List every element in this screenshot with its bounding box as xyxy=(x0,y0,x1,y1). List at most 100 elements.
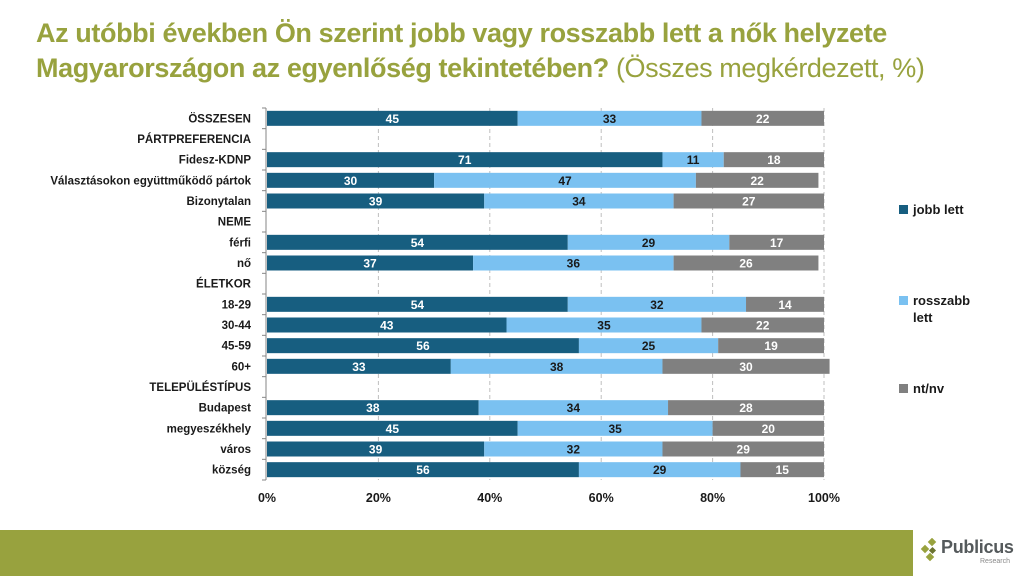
bar-segment-rosszabblett xyxy=(578,338,719,354)
data-label: 38 xyxy=(550,360,564,374)
bar-segment-ntnv xyxy=(701,110,824,126)
data-label: 28 xyxy=(739,401,753,415)
bar-segment-jobblett xyxy=(267,441,485,457)
category-label: község xyxy=(212,465,251,477)
bar-segment-jobblett xyxy=(267,234,568,250)
category-label: megyeszékhely xyxy=(167,423,252,435)
data-label: 11 xyxy=(687,153,700,167)
legend-item-jobb: jobb lett xyxy=(899,201,973,218)
category-label: ÖSSZESEN xyxy=(188,112,251,125)
bar-segment-rosszabblett xyxy=(506,317,702,333)
bar-segment-jobblett xyxy=(267,358,451,374)
data-label: 17 xyxy=(770,236,784,250)
bar-segment-ntnv xyxy=(718,338,824,354)
bar-segment-ntnv xyxy=(668,400,824,416)
category-label: 30-44 xyxy=(222,320,252,332)
data-label: 32 xyxy=(650,298,664,312)
category-label: NEME xyxy=(218,217,252,229)
x-tick-label: 0% xyxy=(258,491,276,505)
footer-band xyxy=(0,530,913,576)
y-axis xyxy=(262,107,267,481)
data-label: 30 xyxy=(344,174,358,188)
bar-segment-ntnv xyxy=(712,420,824,436)
data-label: 33 xyxy=(603,112,617,126)
bar-segment-rosszabblett xyxy=(517,420,713,436)
bar-segment-rosszabblett xyxy=(473,255,674,271)
bar-segment-jobblett xyxy=(267,172,435,188)
x-tick-label: 60% xyxy=(589,491,614,505)
bar-segment-jobblett xyxy=(267,110,518,126)
bar-segment-jobblett xyxy=(267,296,568,312)
x-tick-label: 100% xyxy=(808,491,840,505)
legend-label: nt/nv xyxy=(913,381,945,396)
data-label: 15 xyxy=(776,463,790,477)
bar-segment-ntnv xyxy=(723,152,824,168)
bar-segment-ntnv xyxy=(740,462,824,478)
data-label: 14 xyxy=(778,298,792,312)
bar-segment-jobblett xyxy=(267,338,579,354)
data-label: 22 xyxy=(750,174,764,188)
data-label: 56 xyxy=(416,339,430,353)
data-label: 22 xyxy=(756,319,770,333)
bar-segment-rosszabblett xyxy=(517,110,702,126)
data-label: 36 xyxy=(567,257,581,271)
bar-segment-jobblett xyxy=(267,400,479,416)
bar-segment-rosszabblett xyxy=(567,234,730,250)
bar-segment-ntnv xyxy=(673,193,824,209)
data-label: 29 xyxy=(642,236,656,250)
x-tick-label: 20% xyxy=(366,491,391,505)
bar-segment-ntnv xyxy=(662,358,830,374)
category-label: 60+ xyxy=(231,361,251,373)
x-tick-label: 80% xyxy=(700,491,725,505)
data-label: 29 xyxy=(737,443,751,457)
data-label: 54 xyxy=(411,236,425,250)
category-label: ÉLETKOR xyxy=(196,278,252,291)
category-label: nő xyxy=(237,258,251,270)
bar-segment-jobblett xyxy=(267,255,474,271)
data-label: 56 xyxy=(416,463,430,477)
legend-item-ntnv: nt/nv xyxy=(899,380,973,397)
bar-segment-jobblett xyxy=(267,193,485,209)
data-label: 39 xyxy=(369,195,383,209)
bar-segment-ntnv xyxy=(662,441,824,457)
data-label: 18 xyxy=(767,153,781,167)
legend-swatch-ntnv xyxy=(899,384,908,393)
data-label: 35 xyxy=(597,319,611,333)
bar-segment-rosszabblett xyxy=(484,193,674,209)
legend-item-rosszabb: rosszabb lett xyxy=(899,292,973,326)
data-label: 43 xyxy=(380,319,394,333)
data-label: 29 xyxy=(653,463,667,477)
x-tick-label: 40% xyxy=(477,491,502,505)
bar-segment-ntnv xyxy=(673,255,819,271)
data-label: 32 xyxy=(567,443,581,457)
category-label: Bizonytalan xyxy=(186,196,251,208)
data-label: 30 xyxy=(739,360,753,374)
bar-segment-rosszabblett xyxy=(484,441,663,457)
bar-segment-rosszabblett xyxy=(578,462,741,478)
legend-swatch-jobb xyxy=(899,205,908,214)
bar-segment-ntnv xyxy=(695,172,819,188)
category-label: TELEPÜLÉSTÍPUS xyxy=(149,381,251,394)
bar-segment-rosszabblett xyxy=(662,152,724,168)
bar-segment-jobblett xyxy=(267,462,579,478)
data-label: 25 xyxy=(642,339,656,353)
diamond-cluster-icon xyxy=(920,538,937,562)
stacked-bar-chart: 45 33 22 71 11 18 30 47 22 39 34 27 54 29 17 37 36 26 54 32… xyxy=(50,107,840,505)
data-label: 45 xyxy=(386,422,400,436)
data-label: 71 xyxy=(458,153,472,167)
data-label: 39 xyxy=(369,443,383,457)
data-label: 34 xyxy=(572,195,586,209)
data-label: 47 xyxy=(558,174,572,188)
data-label: 27 xyxy=(742,195,756,209)
x-tick-labels: 0% 20% 40% 60% 80% 100% xyxy=(258,491,840,505)
logo-subtitle: Research xyxy=(980,558,1010,565)
category-label: város xyxy=(220,444,251,456)
category-label: 18-29 xyxy=(222,299,251,311)
bar-segment-ntnv xyxy=(746,296,824,312)
data-label: 34 xyxy=(567,401,581,415)
data-label: 45 xyxy=(386,112,400,126)
data-label: 19 xyxy=(764,339,778,353)
title-main: Az utóbbi években Ön szerint jobb vagy r… xyxy=(36,18,887,83)
bar-segment-ntnv xyxy=(729,234,824,250)
bar-segment-jobblett xyxy=(267,317,507,333)
